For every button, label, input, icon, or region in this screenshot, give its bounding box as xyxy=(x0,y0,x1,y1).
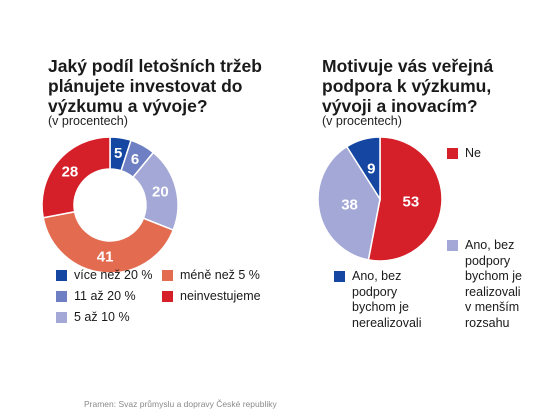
slice-value-label: 41 xyxy=(97,248,114,265)
legend1-item-none: neinvestujeme xyxy=(162,289,261,305)
slice-value-label: 5 xyxy=(114,145,122,162)
chart1-donut: 5 6 20 41 28 xyxy=(41,136,179,274)
legend-label: 5 až 10 % xyxy=(74,310,130,324)
legend1-item-11-to-20: 11 až 20 % xyxy=(56,289,136,305)
chart2-subtitle: (v procentech) xyxy=(322,114,402,128)
legend-swatch xyxy=(56,312,67,323)
chart2-donut: 53 38 9 xyxy=(317,136,443,262)
legend1-item-less-than-5: méně než 5 % xyxy=(162,268,260,284)
slice-value-label: 28 xyxy=(62,163,79,180)
donut-slice xyxy=(42,210,175,274)
slice-value-label: 20 xyxy=(152,184,169,201)
legend-swatch xyxy=(447,148,458,159)
legend-label: Ano, bez podpory bychom je nerealizovali xyxy=(352,269,422,330)
legend-label: Ne xyxy=(465,146,481,160)
legend-swatch xyxy=(56,291,67,302)
legend-label: Ano, bez podpory bychom je realizovali v… xyxy=(465,238,522,330)
legend-swatch xyxy=(162,270,173,281)
source-note: Pramen: Svaz průmyslu a dopravy České re… xyxy=(84,399,277,409)
legend2-item-mensi-rozsah: Ano, bez podpory bychom je realizovali v… xyxy=(447,238,522,331)
legend1-item-5-to-10: 5 až 10 % xyxy=(56,310,130,326)
legend-label: více než 20 % xyxy=(74,268,153,282)
legend1-item-more-than-20: více než 20 % xyxy=(56,268,153,284)
legend-swatch xyxy=(56,270,67,281)
slice-value-label: 6 xyxy=(131,151,139,168)
donut-slice xyxy=(345,136,381,202)
slice-value-label: 38 xyxy=(341,196,358,213)
donut-slice xyxy=(367,136,443,262)
legend-label: neinvestujeme xyxy=(180,289,261,303)
legend-swatch xyxy=(162,291,173,302)
legend-swatch xyxy=(447,240,458,251)
slice-value-label: 53 xyxy=(403,193,420,210)
chart1-subtitle: (v procentech) xyxy=(48,114,128,128)
legend-label: méně než 5 % xyxy=(180,268,260,282)
legend2-item-nerealizovali: Ano, bez podpory bychom je nerealizovali xyxy=(334,269,421,331)
chart2-title: Motivuje vás veřejná podpora k výzkumu, … xyxy=(322,56,494,116)
legend-label: 11 až 20 % xyxy=(74,289,136,303)
legend-swatch xyxy=(334,271,345,282)
legend2-item-ne: Ne xyxy=(447,146,481,162)
slice-value-label: 9 xyxy=(367,161,375,178)
chart1-title: Jaký podíl letošních tržeb plánujete inv… xyxy=(48,56,262,116)
donut-slice xyxy=(41,136,111,219)
